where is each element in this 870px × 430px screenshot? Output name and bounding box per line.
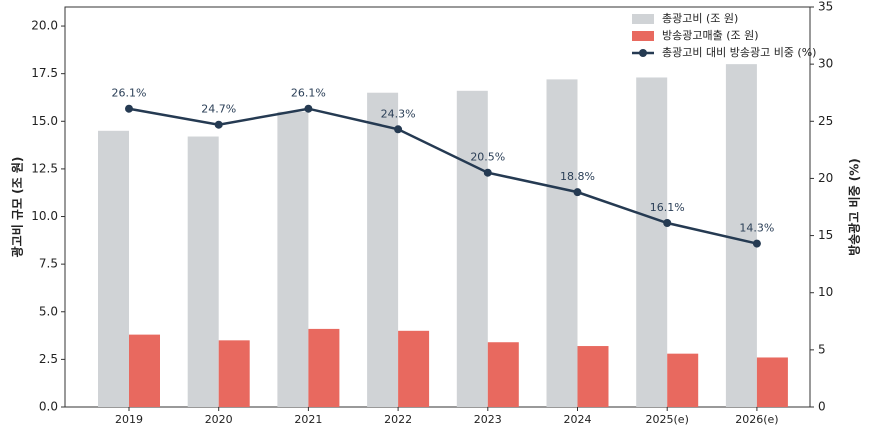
y-axis-label: 광고비 규모 (조 원)	[10, 157, 25, 258]
y2-tick-label: 25	[818, 114, 833, 128]
line-marker	[483, 168, 492, 177]
bar	[367, 92, 399, 407]
y-tick-label: 17.5	[31, 66, 58, 80]
y2-tick-label: 20	[818, 171, 833, 185]
line-marker	[573, 188, 582, 197]
bar	[546, 79, 578, 407]
data-label: 18.8%	[560, 170, 595, 183]
y-tick-label: 12.5	[31, 161, 58, 175]
line-marker	[663, 219, 672, 227]
line-marker	[214, 120, 223, 129]
x-tick-label: 2023	[474, 413, 502, 426]
bar	[98, 130, 129, 408]
x-tick-label: 2022	[384, 413, 412, 426]
y2-tick-label: 0	[818, 400, 826, 414]
legend-swatch	[639, 49, 647, 57]
bar	[577, 346, 609, 407]
bar	[636, 77, 668, 407]
legend-label: 총광고비 (조 원)	[662, 12, 738, 25]
legend-swatch	[632, 14, 654, 24]
bar	[667, 353, 699, 407]
line-marker	[304, 104, 313, 113]
y-tick-label: 2.5	[39, 352, 58, 366]
y2-tick-label: 35	[818, 0, 833, 14]
y-tick-label: 0.0	[39, 400, 58, 414]
bar	[725, 64, 757, 408]
bar	[308, 328, 340, 407]
y-tick-label: 10.0	[31, 209, 58, 223]
bar	[218, 340, 250, 407]
bar	[756, 357, 788, 407]
x-tick-label: 2025(e)	[646, 413, 689, 426]
legend-swatch	[632, 31, 654, 41]
x-tick-label: 2024	[564, 413, 592, 426]
data-label: 26.1%	[112, 87, 147, 100]
line-marker	[752, 239, 761, 248]
y-tick-label: 7.5	[39, 257, 58, 271]
legend-label: 총광고비 대비 방송광고 비중 (%)	[662, 46, 816, 59]
y2-tick-label: 5	[818, 342, 826, 356]
data-label: 24.7%	[201, 103, 236, 116]
x-tick-label: 2021	[294, 413, 322, 426]
bar	[487, 342, 519, 407]
y2-tick-label: 10	[818, 285, 833, 299]
y-tick-label: 5.0	[39, 304, 58, 318]
bar	[398, 330, 430, 407]
data-label: 24.3%	[381, 107, 416, 120]
y-tick-label: 20.0	[31, 19, 58, 33]
y2-tick-label: 30	[818, 57, 833, 71]
line	[128, 107, 758, 245]
y2-tick-label: 15	[818, 228, 833, 242]
bar	[277, 111, 309, 407]
data-label: 16.1%	[650, 201, 685, 214]
plot-frame	[64, 6, 811, 408]
bar	[456, 90, 488, 408]
x-tick-label: 2020	[205, 413, 233, 426]
line-marker	[394, 125, 403, 134]
y-tick-label: 15.0	[31, 114, 58, 128]
data-label: 20.5%	[470, 151, 505, 164]
legend-label: 방송광고매출 (조 원)	[662, 29, 759, 42]
data-label: 14.3%	[739, 222, 774, 235]
data-label: 26.1%	[291, 87, 326, 100]
bar	[187, 136, 219, 407]
x-tick-label: 2019	[115, 413, 143, 426]
bar	[129, 334, 160, 407]
x-tick-label: 2026(e)	[735, 413, 778, 426]
y2-axis-label: 방송광고 비중 (%)	[847, 158, 862, 256]
line-marker	[125, 104, 133, 113]
